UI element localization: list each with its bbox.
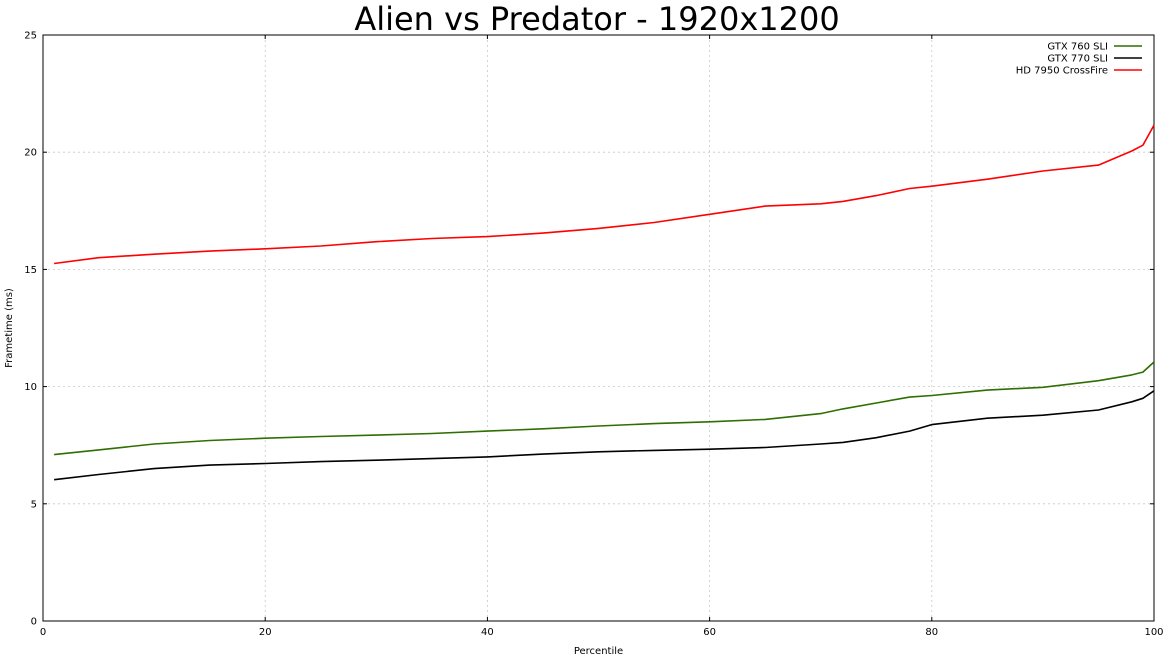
x-tick-label: 80 [925,627,938,638]
x-tick-label: 20 [259,627,272,638]
legend-label: GTX 770 SLI [1047,54,1108,65]
y-tick-label: 5 [31,499,37,510]
plot-frame [42,34,1155,622]
x-tick-label: 100 [1144,627,1163,638]
series-line-gtx-770-sli [54,390,1155,481]
legend-label: HD 7950 CrossFire [1016,66,1108,77]
x-axis-ticks: 0 20 40 60 80 100 [40,35,1164,638]
y-tick-label: 20 [24,148,37,159]
series-lines [53,124,1155,481]
y-tick-label: 10 [24,382,37,393]
y-axis-label: Frametime (ms) [4,288,15,368]
y-tick-label: 0 [31,617,37,628]
series-line-hd-7950-crossfire [53,124,1155,265]
x-tick-label: 40 [481,627,494,638]
grid [43,35,1154,621]
legend-label: GTX 760 SLI [1047,42,1108,53]
chart-title: Alien vs Predator - 1920x1200 [354,0,839,38]
series-line-gtx-760-sli [54,361,1155,456]
y-tick-label: 15 [24,265,37,276]
x-tick-label: 60 [703,627,716,638]
x-axis-label: Percentile [574,646,623,657]
y-axis-ticks: 0 5 10 15 20 25 [24,31,1154,628]
y-tick-label: 25 [24,31,37,42]
x-tick-label: 0 [40,627,46,638]
